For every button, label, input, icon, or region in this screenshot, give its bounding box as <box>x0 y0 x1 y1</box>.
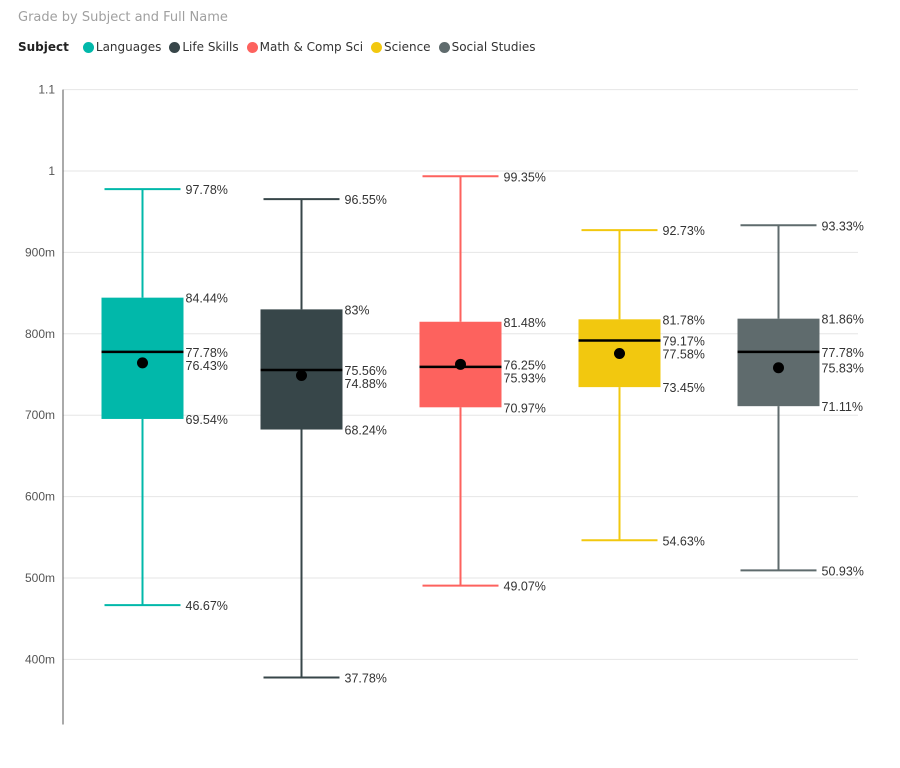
mean-marker <box>773 362 784 374</box>
legend-dot <box>371 41 383 53</box>
chart-title: Grade by Subject and Full Name <box>18 10 228 25</box>
value-label-median: 75.93% <box>504 371 546 385</box>
legend-item[interactable]: Languages <box>82 40 162 54</box>
y-tick-label: 600m <box>25 490 55 504</box>
legend-dot <box>169 41 181 53</box>
legend-dot <box>246 41 258 53</box>
y-tick-label: 500m <box>25 571 55 585</box>
mean-marker <box>137 357 148 369</box>
legend-item[interactable]: Life Skills <box>169 40 239 54</box>
value-label-q1: 71.11% <box>822 400 863 414</box>
value-label-q1: 70.97% <box>504 401 546 415</box>
value-label-median: 75.56% <box>345 364 387 378</box>
legend-label: Math & Comp Sci <box>259 40 364 54</box>
value-label-q3: 81.48% <box>504 316 546 330</box>
value-label-min: 49.07% <box>504 580 546 594</box>
value-label-min: 37.78% <box>345 671 387 685</box>
mean-marker <box>455 358 466 370</box>
y-tick-label: 400m <box>25 652 55 666</box>
value-label-mean: 77.58% <box>663 348 705 362</box>
mean-marker <box>296 369 307 381</box>
legend: Subject Languages Life Skills Math & Comp … <box>18 40 543 54</box>
value-label-q3: 81.78% <box>663 313 705 327</box>
value-label-median: 79.17% <box>663 335 705 349</box>
value-label-median: 77.78% <box>186 346 228 360</box>
y-tick-label: 800m <box>25 327 55 341</box>
value-label-q1: 69.54% <box>186 413 228 427</box>
legend-item[interactable]: Science <box>371 40 431 54</box>
value-label-min: 50.93% <box>822 564 864 578</box>
value-label-mean: 76.25% <box>504 358 546 372</box>
legend-label: Languages <box>95 40 162 54</box>
y-tick-label: 700m <box>25 408 55 422</box>
value-label-q3: 81.86% <box>822 313 864 327</box>
value-label-median: 77.78% <box>822 346 864 360</box>
value-label-mean: 74.88% <box>345 377 387 391</box>
value-label-max: 96.55% <box>345 193 387 207</box>
value-label-q3: 83% <box>345 303 370 317</box>
y-tick-label: 900m <box>25 245 55 259</box>
value-label-max: 97.78% <box>186 183 228 197</box>
value-label-mean: 76.43% <box>186 359 228 373</box>
legend-label: Social Studies <box>451 40 536 54</box>
value-label-max: 93.33% <box>822 219 864 233</box>
legend-item[interactable]: Math & Comp Sci <box>246 40 364 54</box>
y-tick-label: 1 <box>48 164 55 178</box>
legend-title: Subject <box>18 40 69 54</box>
value-label-min: 54.63% <box>663 534 705 548</box>
legend-dot <box>438 41 450 53</box>
value-label-q1: 73.45% <box>663 381 705 395</box>
mean-marker <box>614 347 625 359</box>
legend-item[interactable]: Social Studies <box>438 40 536 54</box>
legend-dot <box>82 41 94 53</box>
legend-label: Science <box>384 40 431 54</box>
value-label-q3: 84.44% <box>186 292 228 306</box>
value-label-q1: 68.24% <box>345 424 387 438</box>
legend-label: Life Skills <box>182 40 239 54</box>
value-label-max: 92.73% <box>663 224 705 238</box>
value-label-min: 46.67% <box>186 599 228 613</box>
y-tick-label: 1.1 <box>38 83 55 97</box>
value-label-max: 99.35% <box>504 170 546 184</box>
value-label-mean: 75.83% <box>822 362 864 376</box>
